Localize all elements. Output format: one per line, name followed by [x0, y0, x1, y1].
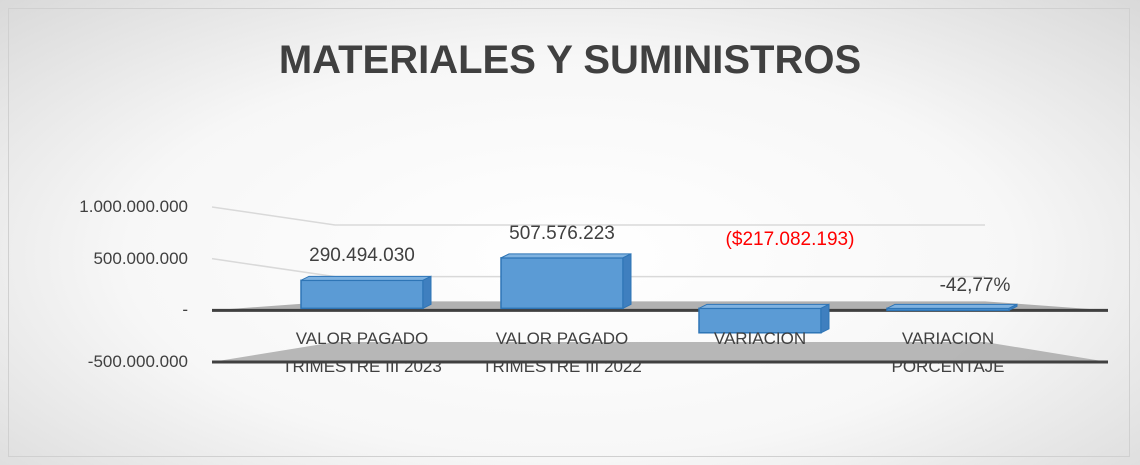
bar-top: [886, 303, 1018, 309]
bar-top: [500, 253, 632, 259]
y-tick-label: 500.000.000: [93, 248, 188, 268]
bar-side: [622, 253, 632, 310]
bar: [300, 279, 424, 310]
x-tick-label: VARIACION PORCENTAJE: [891, 329, 1005, 376]
data-label: 290.494.030: [309, 245, 415, 267]
floor-plane: [212, 301, 1108, 311]
y-tick-label: -: [182, 300, 188, 320]
data-label: ($217.082.193): [725, 229, 855, 250]
chart-frame: [8, 8, 1130, 457]
x-tick-label: VALOR PAGADO TRIMESTRE III 2022: [482, 329, 642, 376]
data-label: -42,77%: [939, 275, 1011, 297]
x-tick-label: VALOR PAGADO TRIMESTRE III 2023: [282, 329, 442, 376]
y-tick-label: 1.000.000.000: [79, 197, 188, 216]
bar: [500, 257, 624, 310]
bar-side: [1008, 303, 1018, 312]
bar-side: [820, 303, 830, 334]
floor-plane: [212, 342, 1108, 362]
x-tick-label: VARIACION: [713, 329, 807, 348]
bar-top: [698, 303, 830, 309]
y-tick-label: -500.000.000: [87, 352, 188, 371]
chart-title: MATERIALES Y SUMINISTROS: [278, 38, 862, 82]
data-label: 507.576.223: [509, 222, 615, 244]
bar: [698, 307, 822, 334]
bar-side: [422, 275, 432, 310]
grid-line: [211, 206, 985, 226]
bar-top: [300, 275, 432, 281]
